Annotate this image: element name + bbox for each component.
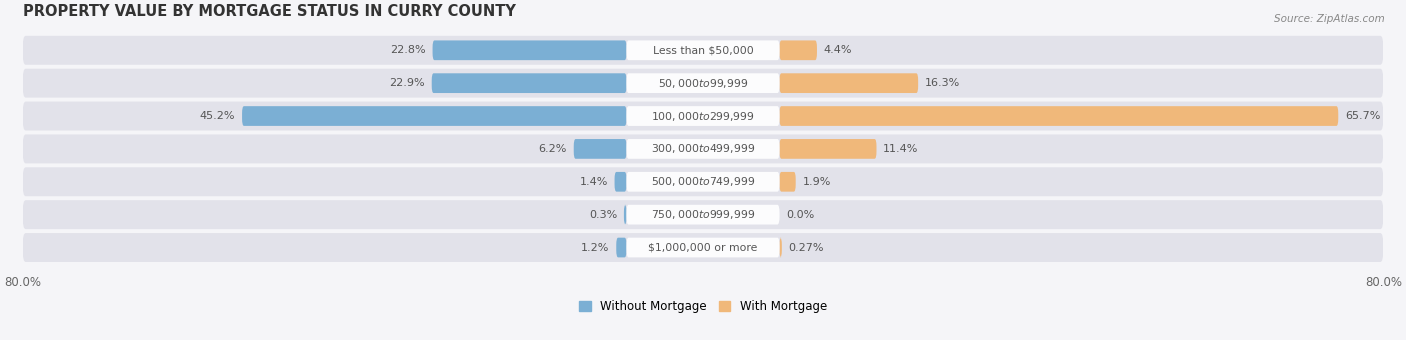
FancyBboxPatch shape <box>242 106 627 126</box>
FancyBboxPatch shape <box>22 69 1384 98</box>
FancyBboxPatch shape <box>22 200 1384 229</box>
Legend: Without Mortgage, With Mortgage: Without Mortgage, With Mortgage <box>574 296 832 318</box>
Text: 1.4%: 1.4% <box>579 177 607 187</box>
Text: Less than $50,000: Less than $50,000 <box>652 45 754 55</box>
Text: PROPERTY VALUE BY MORTGAGE STATUS IN CURRY COUNTY: PROPERTY VALUE BY MORTGAGE STATUS IN CUR… <box>22 4 516 19</box>
FancyBboxPatch shape <box>779 238 782 257</box>
Text: $1,000,000 or more: $1,000,000 or more <box>648 242 758 253</box>
Text: 1.9%: 1.9% <box>803 177 831 187</box>
FancyBboxPatch shape <box>22 233 1384 262</box>
Text: 4.4%: 4.4% <box>824 45 852 55</box>
FancyBboxPatch shape <box>616 238 627 257</box>
FancyBboxPatch shape <box>779 73 918 93</box>
FancyBboxPatch shape <box>624 205 627 224</box>
FancyBboxPatch shape <box>22 134 1384 164</box>
FancyBboxPatch shape <box>433 40 627 60</box>
FancyBboxPatch shape <box>574 139 627 159</box>
Text: 65.7%: 65.7% <box>1346 111 1381 121</box>
FancyBboxPatch shape <box>22 167 1384 196</box>
Text: 45.2%: 45.2% <box>200 111 235 121</box>
Text: 0.27%: 0.27% <box>789 242 824 253</box>
Text: 16.3%: 16.3% <box>925 78 960 88</box>
FancyBboxPatch shape <box>432 73 627 93</box>
FancyBboxPatch shape <box>779 172 796 192</box>
Text: 22.9%: 22.9% <box>389 78 425 88</box>
FancyBboxPatch shape <box>614 172 627 192</box>
FancyBboxPatch shape <box>627 106 779 126</box>
Text: 11.4%: 11.4% <box>883 144 918 154</box>
FancyBboxPatch shape <box>627 73 779 93</box>
FancyBboxPatch shape <box>627 205 779 224</box>
FancyBboxPatch shape <box>779 40 817 60</box>
FancyBboxPatch shape <box>22 36 1384 65</box>
Text: $50,000 to $99,999: $50,000 to $99,999 <box>658 76 748 90</box>
FancyBboxPatch shape <box>779 106 1339 126</box>
FancyBboxPatch shape <box>627 238 779 257</box>
FancyBboxPatch shape <box>22 102 1384 131</box>
Text: 6.2%: 6.2% <box>538 144 567 154</box>
Text: Source: ZipAtlas.com: Source: ZipAtlas.com <box>1274 14 1385 23</box>
FancyBboxPatch shape <box>779 139 876 159</box>
FancyBboxPatch shape <box>627 139 779 159</box>
Text: 0.3%: 0.3% <box>589 210 617 220</box>
Text: $100,000 to $299,999: $100,000 to $299,999 <box>651 109 755 122</box>
FancyBboxPatch shape <box>627 40 779 60</box>
Text: 1.2%: 1.2% <box>581 242 609 253</box>
FancyBboxPatch shape <box>627 172 779 192</box>
Text: 22.8%: 22.8% <box>389 45 426 55</box>
Text: 0.0%: 0.0% <box>786 210 814 220</box>
Text: $500,000 to $749,999: $500,000 to $749,999 <box>651 175 755 188</box>
Text: $300,000 to $499,999: $300,000 to $499,999 <box>651 142 755 155</box>
Text: $750,000 to $999,999: $750,000 to $999,999 <box>651 208 755 221</box>
